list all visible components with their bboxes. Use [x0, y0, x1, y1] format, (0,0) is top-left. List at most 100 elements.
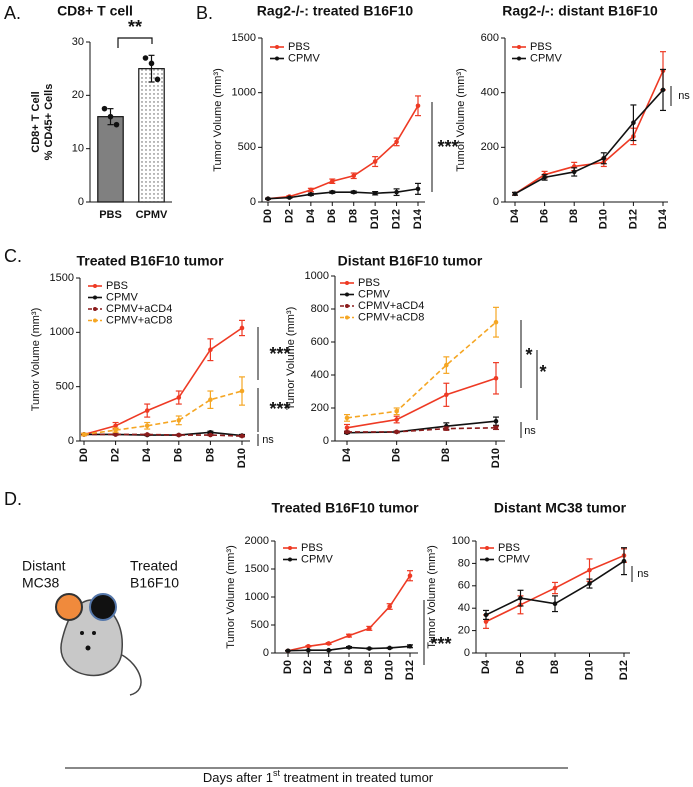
significance-label: *: [525, 345, 532, 365]
data-point: [483, 612, 489, 618]
data-point: [444, 426, 449, 431]
significance-label: ns: [262, 434, 274, 446]
data-point: [148, 60, 155, 67]
chart-title: CD8+ T cell: [57, 3, 133, 19]
data-point: [344, 415, 350, 421]
y-tick-label: 0: [323, 435, 329, 447]
data-point: [176, 418, 182, 423]
y-tick-label: 1000: [232, 87, 256, 99]
data-point: [346, 633, 352, 638]
data-point: [344, 429, 350, 435]
data-point: [285, 648, 291, 654]
data-point: [208, 432, 213, 438]
legend-label: CPMV: [530, 52, 562, 64]
data-point: [176, 432, 182, 438]
data-point: [394, 409, 399, 414]
footer-text: Days after 1: [203, 770, 273, 785]
y-tick-label: 600: [481, 32, 499, 44]
data-point: [81, 432, 87, 437]
chart-title: Rag2-/-: distant B16F10: [502, 3, 658, 19]
x-tick-label: D10: [490, 448, 502, 468]
data-point: [367, 626, 372, 631]
x-tick-label: D10: [583, 660, 595, 680]
diagram-label: Treated: [130, 558, 178, 574]
legend-marker: [485, 557, 489, 562]
chart: Rag2-/-: treated B16F10 0 500 1000 1500 Tumor…: [212, 3, 459, 229]
y-tick-label: 500: [56, 381, 74, 393]
legend-label: CPMV: [106, 291, 138, 303]
data-point: [144, 432, 150, 437]
y-tick-label: 1500: [50, 272, 74, 284]
chart-title: Distant B16F10 tumor: [338, 253, 483, 269]
bar: [97, 116, 124, 203]
y-tick-label: 80: [458, 557, 470, 569]
legend-label: CPMV+aCD4: [358, 300, 424, 312]
data-point: [387, 604, 392, 609]
x-tick-label: D4: [141, 447, 153, 462]
x-tick-label: D8: [204, 448, 216, 462]
panel-label: C.: [4, 246, 22, 266]
footer-sup: st: [273, 768, 281, 778]
y-tick-label: 20: [72, 89, 84, 101]
x-tick-label: D12: [390, 209, 402, 229]
y-axis-label: Tumor Volume (mm³): [30, 308, 42, 412]
data-point: [239, 433, 245, 439]
series-line: [267, 105, 419, 200]
data-point: [344, 425, 350, 431]
legend-marker: [93, 318, 97, 323]
legend-marker: [345, 304, 349, 308]
data-point: [142, 55, 149, 61]
diagram-label: Distant: [22, 558, 66, 574]
footer-label: Days after 1st treatment in treated tumo…: [203, 768, 434, 785]
x-tick-label: D6: [173, 448, 185, 462]
data-point: [587, 567, 592, 573]
data-point: [407, 573, 413, 579]
data-point: [239, 325, 245, 331]
data-point: [415, 103, 421, 109]
data-point: [107, 113, 114, 120]
x-tick-label: D14: [412, 208, 424, 229]
x-tick-label: D0: [78, 448, 90, 462]
data-point: [329, 178, 335, 184]
data-point: [394, 429, 399, 435]
x-tick-label: D2: [302, 660, 314, 674]
data-point: [154, 76, 161, 83]
x-tick-label: D4: [509, 208, 521, 223]
x-tick-label: D2: [283, 209, 295, 223]
legend-marker: [93, 307, 97, 311]
footer-text: treatment in treated tumor: [280, 770, 434, 785]
series-line: [83, 390, 243, 436]
x-tick-label: D8: [363, 660, 375, 674]
legend-marker: [288, 546, 292, 550]
y-tick-label: 2000: [245, 535, 269, 547]
x-tick-label: D10: [369, 209, 381, 229]
y-axis-label: Tumor Volume (mm³): [285, 307, 297, 411]
data-point: [372, 190, 378, 196]
y-tick-label: 0: [250, 196, 256, 208]
chart-title: Treated B16F10 tumor: [76, 253, 224, 269]
series-line: [347, 427, 497, 433]
data-point: [587, 581, 592, 586]
legend-marker: [288, 557, 292, 562]
series-line: [346, 321, 497, 419]
legend-marker: [93, 295, 97, 300]
y-axis-label: Tumor Volume (mm³): [212, 68, 224, 172]
data-point: [493, 376, 499, 381]
x-tick-label: D12: [404, 660, 416, 680]
data-point: [444, 392, 449, 398]
data-point: [306, 647, 311, 653]
legend-label: PBS: [106, 280, 128, 292]
y-tick-label: 500: [251, 619, 269, 631]
data-point: [483, 619, 489, 624]
chart: CD8+ T cell 0 10 20 30 CD8+ T Cell% CD45+ Cel…: [30, 3, 172, 221]
legend-marker: [275, 56, 279, 61]
data-point: [113, 121, 120, 128]
data-point: [571, 169, 577, 175]
series-line: [84, 433, 243, 437]
data-point: [621, 558, 627, 564]
series-line: [83, 327, 243, 436]
data-point: [631, 120, 636, 126]
data-point: [176, 395, 182, 400]
series-line: [514, 70, 664, 195]
